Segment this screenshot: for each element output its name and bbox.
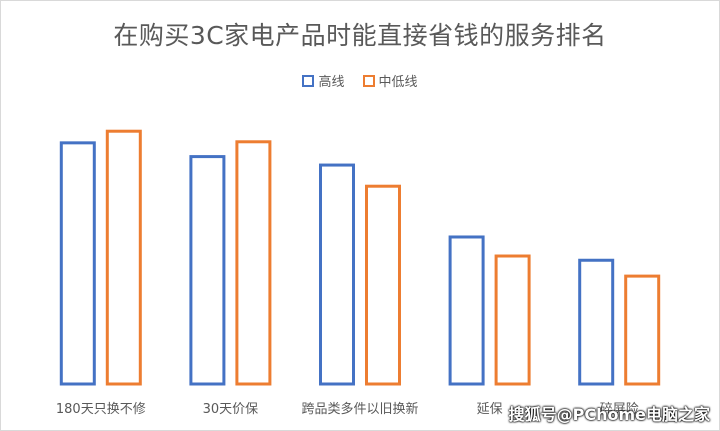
- bar-2-3: [365, 184, 401, 386]
- x-tick-label-2: 30天价保: [203, 402, 259, 417]
- legend-item-series-1: 高线: [302, 71, 345, 90]
- watermark: 搜狐号@PChome电脑之家: [508, 405, 710, 424]
- x-tick-label-1: 180天只换不修: [56, 402, 146, 417]
- x-tick-label-3: 跨品类多件以旧换新: [301, 401, 418, 417]
- bar-2-1: [105, 129, 142, 386]
- bar-1-5: [578, 258, 615, 386]
- legend-item-series-2: 中低线: [362, 71, 418, 90]
- bar-2-5: [624, 274, 661, 386]
- legend-swatch-series-2: [362, 74, 375, 87]
- chart-title: 在购买3C家电产品时能直接省钱的服务排名: [113, 21, 607, 50]
- bar-1-1: [59, 141, 96, 386]
- bar-1-4: [448, 235, 485, 386]
- legend-swatch-series-1: [302, 74, 315, 87]
- bar-1-2: [189, 155, 226, 386]
- x-tick-label-4: 延保: [477, 402, 503, 417]
- bar-2-4: [494, 254, 531, 386]
- legend-label-series-2: 中低线: [378, 75, 418, 90]
- legend-label-series-1: 高线: [318, 75, 345, 90]
- bar-1-3: [319, 163, 355, 386]
- chart-legend: 高线 中低线: [0, 71, 720, 90]
- bar-2-2: [235, 140, 272, 386]
- x-tick-label-5: 碎屏险: [600, 402, 639, 417]
